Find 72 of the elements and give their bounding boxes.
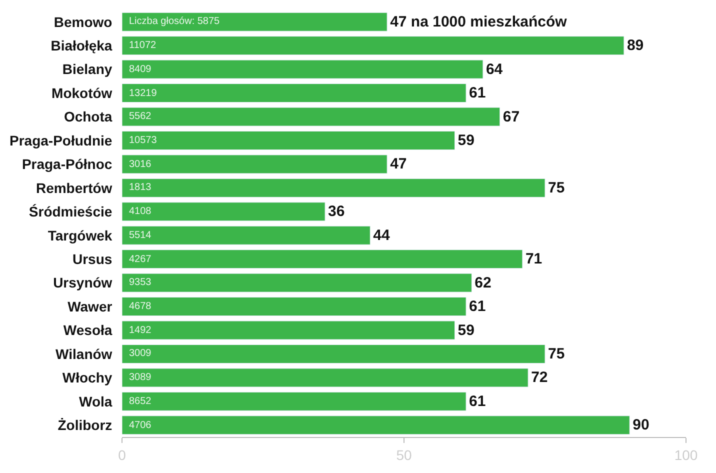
annotation: 3016 [129, 159, 152, 170]
y-tick-label: Wilanów [56, 346, 112, 362]
data-label: 59 [458, 132, 474, 149]
annotation: 13219 [129, 88, 158, 99]
annotation: 8409 [129, 64, 152, 75]
annotation: 3089 [129, 372, 152, 383]
data-label: 61 [469, 84, 486, 102]
annotation: 11072 [129, 40, 157, 51]
data-label: 59 [458, 322, 474, 339]
annotation: 1813 [129, 182, 152, 193]
annotation: 3009 [129, 348, 152, 359]
data-label: 36 [328, 203, 345, 220]
y-tick-label: Bemowo [54, 14, 112, 30]
y-tick-label: Włochy [62, 370, 112, 386]
bar [122, 320, 456, 340]
bar [122, 107, 500, 126]
y-tick-label: Wola [78, 393, 112, 410]
bar [122, 416, 630, 435]
data-label: 90 [632, 416, 650, 434]
bar [122, 36, 624, 56]
annotation: 5514 [129, 230, 152, 241]
bar [122, 368, 528, 388]
bar [122, 84, 466, 103]
annotation: 1492 [129, 325, 152, 336]
bar [122, 60, 484, 79]
annotation: 4267 [129, 254, 152, 265]
y-tick-label: Żoliborz [58, 417, 112, 434]
data-label: 75 [548, 179, 565, 196]
data-label: 61 [469, 392, 486, 410]
annotation: 8652 [129, 396, 152, 407]
annotation: 4108 [129, 206, 152, 217]
data-label: 72 [531, 369, 548, 386]
data-label: 47 na 1000 mieszkańców [390, 13, 568, 30]
annotation: 4678 [129, 301, 152, 312]
y-tick-label: Praga-Południe [10, 132, 112, 148]
y-tick-label: Wesoła [63, 322, 112, 338]
y-tick-label: Rembertów [36, 180, 112, 196]
bar [122, 130, 456, 150]
y-tick-label: Bielany [62, 61, 112, 78]
bar [122, 226, 370, 245]
bar [122, 392, 466, 411]
y-tick-label: Ursynów [53, 274, 112, 291]
annotation: 4706 [129, 420, 152, 431]
data-label: 71 [525, 250, 542, 268]
bar [122, 344, 546, 364]
y-tick-label: Mokotów [52, 84, 112, 101]
annotation: 9353 [129, 277, 152, 288]
y-tick-label: Ursus [72, 250, 112, 267]
y-tick-label: Ochota [64, 108, 112, 125]
y-tick-label: Białołęka [50, 37, 112, 54]
bar [122, 273, 472, 292]
annotation: 10573 [129, 135, 158, 146]
data-label: 44 [373, 226, 390, 244]
annotation: Liczba głosów: 5875 [129, 16, 220, 27]
data-label: 89 [626, 37, 644, 54]
bar [122, 154, 388, 174]
annotation: 5562 [129, 111, 152, 122]
y-tick-label: Praga-Północ [22, 156, 112, 172]
bar [122, 202, 326, 222]
y-tick-label: Śródmieście [28, 204, 112, 220]
y-tick-label: Wawer [68, 298, 113, 314]
bar [122, 12, 388, 32]
bar [122, 297, 466, 316]
data-label: 64 [486, 60, 504, 78]
data-label: 75 [548, 345, 565, 362]
data-label: 62 [474, 274, 492, 292]
data-label: 61 [469, 298, 486, 316]
bar [122, 250, 523, 269]
y-tick-label: Targówek [48, 227, 112, 244]
data-label: 47 [390, 156, 407, 173]
bar [122, 178, 546, 198]
data-label: 67 [502, 108, 520, 126]
